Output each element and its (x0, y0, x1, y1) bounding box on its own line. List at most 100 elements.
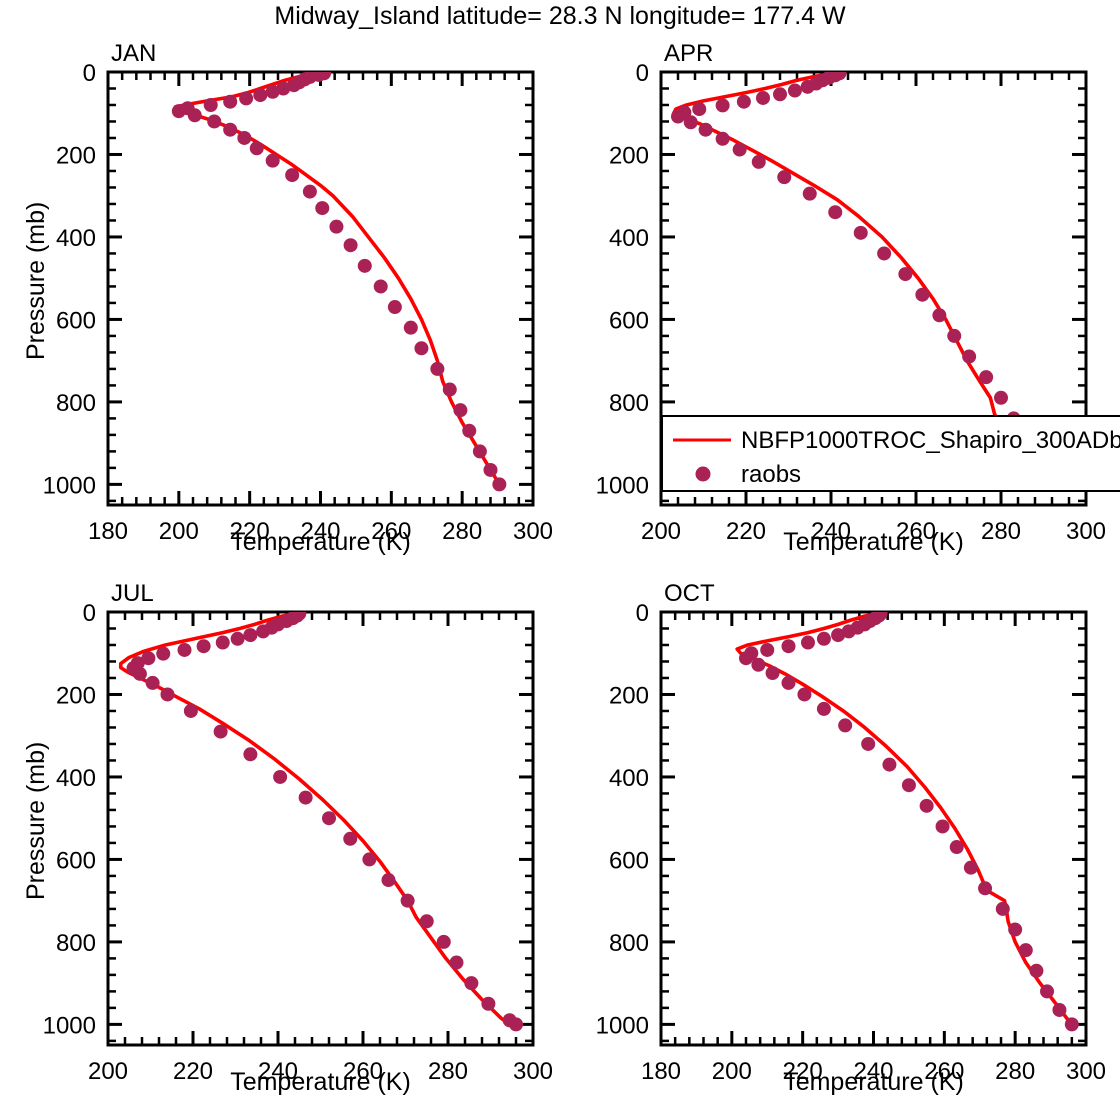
raobs-marker (213, 724, 228, 739)
x-axis-label-jan: Temperature (K) (230, 528, 411, 556)
raobs-marker (947, 328, 962, 343)
y-tick-label: 400 (56, 765, 96, 792)
y-tick-label: 200 (609, 142, 649, 169)
figure-title: Midway_Island latitude= 28.3 N longitude… (274, 2, 846, 30)
raobs-marker (963, 860, 978, 875)
x-tick-label: 300 (1066, 518, 1106, 545)
legend-marker-swatch (695, 466, 711, 482)
raobs-marker (787, 83, 802, 98)
raobs-marker (387, 300, 402, 315)
raobs-marker (160, 687, 175, 702)
raobs-marker (715, 131, 730, 146)
y-tick-label: 0 (83, 60, 96, 87)
raobs-marker (430, 361, 445, 376)
raobs-marker (145, 675, 160, 690)
raobs-marker (797, 687, 812, 702)
panel-title-apr: APR (664, 40, 714, 67)
raobs-marker (373, 279, 388, 294)
plot-area-jan: 180 200 220 240 260 280 300 0 200 400 600 800 1000 (43, 60, 553, 545)
raobs-marker (949, 840, 964, 855)
model-line (735, 612, 1074, 1027)
raobs-marker (882, 757, 897, 772)
raobs-marker (449, 955, 464, 970)
raobs-marker (343, 238, 358, 253)
raobs-marker (1018, 943, 1033, 958)
raobs-marker (781, 675, 796, 690)
raobs-marker (995, 901, 1010, 916)
y-tick-label: 200 (609, 682, 649, 709)
raobs-marker (671, 109, 685, 124)
y-tick-label: 400 (609, 765, 649, 792)
raobs-marker (736, 94, 751, 109)
raobs-marker (760, 642, 775, 657)
raobs-marker (302, 184, 317, 199)
raobs-marker (215, 635, 230, 650)
x-tick-label: 260 (343, 1058, 383, 1085)
x-tick-label: 220 (230, 518, 270, 545)
raobs-marker (751, 154, 766, 169)
x-tick-label: 280 (995, 1058, 1035, 1085)
raobs-marker (223, 94, 238, 109)
x-axis-label-oct: Temperature (K) (783, 1068, 964, 1096)
legend-marker-label: raobs (741, 461, 802, 488)
raobs-marker (322, 811, 336, 826)
raobs-marker (800, 635, 815, 650)
x-tick-label: 280 (981, 518, 1021, 545)
raobs-marker (171, 104, 186, 119)
raobs-marker (732, 142, 747, 157)
raobs-marker (901, 778, 916, 793)
x-tick-label: 240 (853, 1058, 893, 1085)
x-tick-label: 260 (924, 1058, 964, 1085)
x-tick-label: 220 (783, 1058, 823, 1085)
y-tick-label: 600 (56, 847, 96, 874)
model-line (173, 72, 502, 487)
plot-area-oct: 180 200 220 240 260 280 300 0 200 400 600 800 1000 (596, 600, 1106, 1085)
plot-frame (106, 610, 535, 1047)
panel-title-jul: JUL (111, 580, 154, 607)
y-tick-label: 400 (609, 225, 649, 252)
raobs-marker (853, 225, 868, 240)
raobs-marker (481, 996, 496, 1011)
panel-oct: 180 200 220 240 260 280 300 0 200 400 600 800 1000 O… (596, 580, 1106, 1085)
raobs-marker (265, 153, 280, 168)
x-tick-label: 300 (1066, 1058, 1106, 1085)
y-tick-label: 800 (609, 390, 649, 417)
raobs-marker (838, 718, 853, 733)
raobs-marker (915, 287, 930, 302)
raobs-marker (156, 646, 171, 661)
raobs-marker (861, 736, 876, 751)
plot-area-jul: 200 220 240 260 280 300 0 200 400 600 800 1000 (43, 600, 553, 1085)
raobs-marker (315, 201, 330, 216)
legend-glyphs (673, 438, 731, 482)
raobs-marker (436, 934, 451, 949)
raobs-marker (207, 114, 222, 129)
x-tick-label: 300 (513, 518, 553, 545)
legend-line-label: NBFP1000TROC_Shapiro_300ADbase_3 (741, 427, 1120, 454)
y-tick-label: 1000 (43, 472, 96, 499)
x-tick-label: 220 (726, 518, 766, 545)
x-tick-label: 220 (173, 1058, 213, 1085)
raobs-marker (464, 976, 479, 991)
y-tick-label: 800 (56, 930, 96, 957)
y-tick-label: 1000 (596, 472, 649, 499)
y-tick-label: 1000 (596, 1012, 649, 1039)
x-tick-label: 280 (442, 518, 482, 545)
x-tick-label: 240 (300, 518, 340, 545)
model-line (671, 72, 1050, 487)
raobs-marker (781, 639, 796, 654)
raobs-marker (816, 701, 831, 716)
raobs-marker (1040, 984, 1055, 999)
raobs-marker (962, 349, 977, 364)
x-tick-label: 240 (258, 1058, 298, 1085)
raobs-marker (1052, 1002, 1067, 1017)
raobs-marker (243, 628, 258, 643)
raobs-marker (276, 81, 291, 96)
x-tick-label: 200 (159, 518, 199, 545)
raobs-marker (898, 267, 913, 282)
raobs-marker (343, 831, 358, 846)
x-axis-label-apr: Temperature (K) (783, 528, 964, 556)
raobs-marker (239, 91, 254, 106)
x-tick-label: 200 (641, 518, 681, 545)
y-tick-label: 0 (636, 600, 649, 627)
